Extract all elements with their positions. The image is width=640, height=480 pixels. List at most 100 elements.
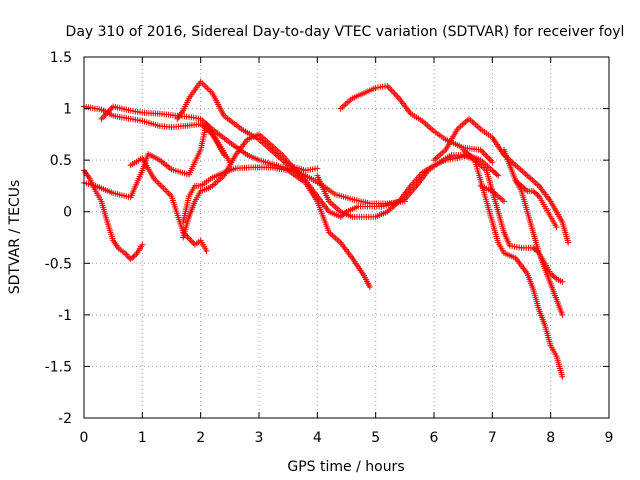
data-point — [129, 254, 136, 261]
data-point — [127, 256, 134, 263]
x-axis-label: GPS time / hours — [287, 459, 404, 475]
data-point — [184, 233, 191, 240]
series-track-13 — [460, 146, 566, 380]
data-point — [565, 239, 572, 246]
data-point — [495, 172, 502, 179]
x-tick-label: 1 — [138, 430, 147, 446]
series-track-8 — [174, 78, 321, 174]
data-point — [501, 198, 507, 205]
x-tick-label: 4 — [313, 430, 322, 446]
data-point — [514, 179, 521, 186]
data-point — [489, 159, 496, 166]
y-tick-label: -1 — [58, 308, 72, 324]
y-tick-label: 1.5 — [50, 50, 72, 66]
data-point — [130, 253, 137, 260]
series-track-4 — [81, 167, 146, 263]
series-track-6 — [180, 164, 373, 291]
data-point — [163, 188, 170, 195]
data-point — [547, 270, 554, 277]
y-tick-label: -1.5 — [45, 359, 72, 375]
data-point — [512, 177, 519, 184]
data-point — [550, 273, 557, 280]
y-tick-label: -0.5 — [45, 256, 72, 272]
data-point — [549, 271, 556, 278]
data-point — [203, 247, 210, 254]
data-point — [132, 252, 139, 259]
data-point — [519, 184, 526, 191]
data-point — [518, 182, 525, 189]
data-point — [393, 92, 400, 99]
data-point — [162, 186, 169, 193]
data-point — [391, 90, 398, 97]
data-series — [81, 78, 572, 380]
data-point — [480, 149, 487, 156]
data-point — [531, 189, 538, 196]
data-point — [139, 241, 146, 248]
data-point — [492, 170, 499, 177]
data-point — [483, 153, 490, 160]
data-point — [559, 373, 566, 380]
x-tick-label: 9 — [605, 430, 614, 446]
series-track-12 — [477, 182, 566, 285]
series-track-10 — [314, 151, 502, 220]
data-point — [165, 190, 172, 197]
data-point — [388, 87, 395, 94]
data-point — [390, 89, 397, 96]
data-point — [486, 156, 493, 163]
data-point — [152, 177, 159, 184]
data-point — [99, 114, 106, 121]
series-track-7 — [180, 131, 507, 241]
data-point — [530, 244, 537, 251]
data-point — [484, 154, 491, 161]
x-tick-label: 8 — [546, 430, 555, 446]
x-tick-label: 7 — [488, 430, 497, 446]
data-point — [387, 85, 394, 92]
y-tick-label: 1 — [63, 102, 72, 118]
data-point — [533, 190, 540, 197]
x-tick-label: 2 — [196, 430, 205, 446]
x-tick-label: 6 — [430, 430, 439, 446]
data-point — [534, 191, 541, 198]
x-tick-label: 0 — [80, 430, 89, 446]
data-point — [522, 186, 529, 193]
y-tick-label: 0 — [63, 205, 72, 221]
series-track-9 — [337, 82, 496, 166]
data-point — [489, 167, 496, 174]
data-point — [314, 165, 321, 172]
data-point — [186, 235, 192, 242]
data-point — [337, 213, 344, 220]
data-point — [123, 251, 130, 258]
data-point — [187, 237, 194, 244]
data-point — [553, 224, 560, 231]
data-point — [98, 115, 105, 122]
series-track-15 — [512, 177, 560, 231]
plot-frame — [83, 56, 610, 419]
data-point — [366, 284, 373, 291]
data-point — [559, 311, 566, 318]
data-point — [493, 171, 500, 178]
data-point — [559, 278, 566, 285]
data-point — [157, 182, 164, 189]
data-point — [385, 84, 392, 91]
data-point — [487, 157, 494, 164]
data-point — [515, 180, 522, 187]
data-point — [517, 181, 524, 188]
data-point — [394, 93, 401, 100]
series-track-14 — [501, 146, 566, 318]
data-point — [521, 185, 528, 192]
data-point — [160, 185, 167, 192]
data-point — [530, 188, 537, 195]
chart-title: Day 310 of 2016, Sidereal Day-to-day VTE… — [66, 24, 625, 40]
data-point — [154, 178, 161, 185]
x-tick-label: 3 — [255, 430, 264, 446]
data-point — [490, 168, 497, 175]
data-point — [552, 274, 559, 281]
grid — [84, 57, 609, 418]
y-tick-label: -2 — [58, 411, 72, 427]
series-track-5 — [127, 155, 210, 254]
y-tick-label: 0.5 — [50, 153, 72, 169]
y-axis-label: SDTVAR / TECUs — [7, 180, 23, 295]
data-point — [108, 105, 115, 112]
x-tick-label: 5 — [371, 430, 380, 446]
